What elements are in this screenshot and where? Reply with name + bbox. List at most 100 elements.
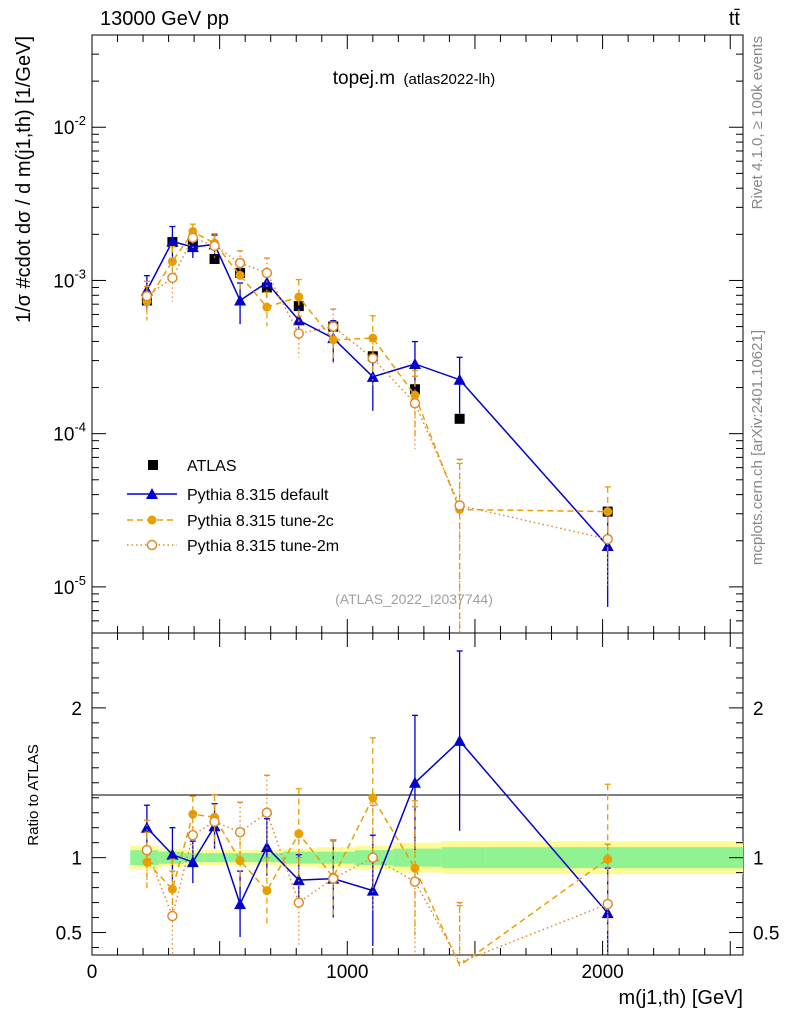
y-axis-title: 1/σ #cdot dσ / d m(j1,th) [1/GeV] xyxy=(13,36,35,323)
ratio-point-tune-2c xyxy=(368,793,378,803)
analysis-tag: (ATLAS_2022_I2037744) xyxy=(335,591,493,607)
ratio-point-tune-2c xyxy=(167,884,177,894)
green-band-segment xyxy=(204,853,228,863)
ratio-point-tune-2c xyxy=(294,829,304,839)
point-tune-2m xyxy=(454,500,465,511)
ratio-line-triangle xyxy=(146,739,609,914)
ratio-point-tune-2m xyxy=(187,829,199,841)
legend-default-marker xyxy=(146,488,158,499)
ratio-point-tune-2m xyxy=(602,898,613,910)
y-tick-label-exponent: -4 xyxy=(74,420,86,435)
y-tick-label-base: 10 xyxy=(53,271,74,292)
ratio-point-tune-2c xyxy=(235,856,245,866)
x-axis-title: m(j1,th) [GeV] xyxy=(619,987,743,1009)
ratio-point-default xyxy=(140,821,153,833)
atlas-point xyxy=(209,254,220,265)
point-tune-2m xyxy=(209,240,220,252)
ratio-tick-label-right: 1 xyxy=(753,849,764,870)
ratio-point-default xyxy=(260,841,273,853)
ratio-point-tune-2m xyxy=(293,897,305,908)
ratio-point-default xyxy=(186,856,199,868)
point-default xyxy=(366,370,379,382)
y-tick-label: 10-4 xyxy=(53,420,86,446)
atlas-point xyxy=(293,301,304,312)
ratio-point-tune-2m xyxy=(234,826,246,838)
y-tick-label: 10-2 xyxy=(53,113,86,139)
ratio-tick-label-right: 2 xyxy=(753,699,764,720)
ratio-tick-label-right: 0.5 xyxy=(753,924,779,945)
point-tune-2m xyxy=(602,533,613,545)
ratio-point-tune-2c xyxy=(410,863,420,873)
ratio-tick-label-left: 2 xyxy=(71,699,82,720)
ratio-point-tune-2m xyxy=(261,807,273,818)
ratio-tick-label-left: 0.5 xyxy=(56,924,82,945)
x-tick-label: 2000 xyxy=(581,962,623,983)
ratio-point-tune-2m xyxy=(141,844,153,856)
y-tick-label-exponent: -5 xyxy=(74,573,86,588)
y-tick-label: 10-3 xyxy=(53,266,86,292)
legend-tune2m-marker xyxy=(146,539,158,551)
point-tune-2m xyxy=(328,321,339,332)
ratio-point-tune-2m xyxy=(409,876,421,887)
plot-title-sub: (atlas2022-lh) xyxy=(404,71,496,88)
ratio-point-default xyxy=(234,898,247,910)
x-tick-label: 1000 xyxy=(326,962,368,983)
point-default xyxy=(453,373,466,385)
ratio-point-tune-2m xyxy=(367,852,379,863)
series-line-triangle xyxy=(146,240,609,547)
mcplots-site-label: mcplots.cern.ch [arXiv:2401.10621] xyxy=(749,330,766,565)
ratio-line-ring xyxy=(146,811,608,964)
ratio-point-tune-2m xyxy=(167,910,178,922)
point-tune-2m xyxy=(367,353,379,364)
y-tick-label-base: 10 xyxy=(53,425,74,446)
legend-tune2c-label: Pythia 8.315 tune-2c xyxy=(187,513,334,530)
point-tune-2c xyxy=(294,292,304,302)
legend-tune2c-marker xyxy=(147,515,157,525)
ratio-point-default xyxy=(408,776,421,788)
series-line-ring xyxy=(146,236,608,540)
atlas-point xyxy=(454,413,465,424)
ratio-point-tune-2m xyxy=(328,873,339,884)
legend-atlas-marker xyxy=(148,460,158,470)
point-tune-2c xyxy=(235,270,245,280)
point-default xyxy=(408,357,421,369)
point-default xyxy=(234,294,247,306)
y-tick-label-exponent: -3 xyxy=(74,266,86,281)
data-marks xyxy=(140,223,614,967)
ratio-uncertainty-bands xyxy=(130,841,743,875)
rivet-version-label: Rivet 4.1.0, ≥ 100k events xyxy=(749,36,766,209)
plot-title-main: topej.m xyxy=(333,68,395,89)
ratio-point-default xyxy=(292,874,305,886)
plot-title: topej.m (atlas2022-lh) xyxy=(333,68,495,89)
energy-label: 13000 GeV pp xyxy=(100,8,229,30)
green-band-segment xyxy=(441,847,486,869)
legend-atlas-label: ATLAS xyxy=(187,458,237,475)
green-band-segment xyxy=(183,853,205,863)
point-tune-2m xyxy=(293,328,305,339)
ratio-point-default xyxy=(166,848,179,860)
point-tune-2m xyxy=(167,272,178,284)
point-tune-2m xyxy=(234,257,246,269)
legend-tune2m-label: Pythia 8.315 tune-2m xyxy=(187,538,339,555)
ratio-point-tune-2m xyxy=(209,816,220,827)
green-band-segment xyxy=(485,847,743,869)
green-band-segment xyxy=(130,850,159,866)
x-tick-label: 0 xyxy=(87,962,98,983)
series-line-dot xyxy=(146,230,608,513)
ratio-tick-label-left: 1 xyxy=(71,849,82,870)
y-tick-label-exponent: -2 xyxy=(74,113,86,128)
ratio-point-tune-2c xyxy=(262,886,272,896)
point-tune-2m xyxy=(261,267,273,279)
ratio-point-default xyxy=(453,734,466,746)
y-tick-label-base: 10 xyxy=(53,118,74,139)
ratio-line-dot xyxy=(146,796,609,967)
point-default xyxy=(166,235,179,247)
ratio-panel-frame xyxy=(91,632,744,956)
y-tick-label: 10-5 xyxy=(53,573,86,599)
point-default xyxy=(601,539,614,551)
green-band-segment xyxy=(393,848,442,867)
ratio-point-default xyxy=(366,884,379,896)
legend: ATLAS Pythia 8.315 default Pythia 8.315 … xyxy=(127,458,339,555)
